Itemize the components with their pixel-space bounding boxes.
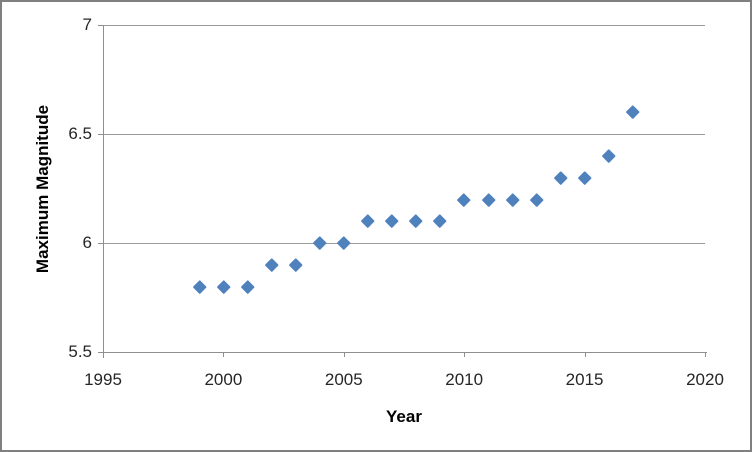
x-axis-tick	[584, 352, 586, 357]
x-axis-tick	[103, 352, 104, 357]
y-tick-label: 5.5	[68, 342, 92, 361]
gridline	[103, 134, 705, 135]
y-axis-line	[103, 25, 104, 358]
gridline	[103, 243, 705, 244]
y-tick-label: 7	[82, 15, 92, 34]
data-point-marker	[361, 214, 375, 228]
x-tick-label: 2015	[565, 370, 604, 389]
data-point-marker	[529, 192, 544, 207]
data-point-marker	[192, 279, 207, 294]
x-axis-tick	[464, 352, 466, 357]
y-axis-tick	[98, 25, 103, 26]
x-tick-label: 2010	[445, 370, 484, 389]
data-point-marker	[457, 192, 471, 207]
data-point-marker	[626, 105, 640, 119]
y-axis-title: Maximum Magnitude	[33, 104, 52, 274]
data-point-marker	[264, 258, 279, 272]
data-point-marker	[553, 170, 568, 185]
data-point-marker	[481, 192, 495, 207]
y-axis-tick	[98, 352, 103, 353]
data-point-marker	[433, 214, 447, 228]
data-point-marker	[216, 279, 231, 294]
x-tick-label: 2005	[324, 370, 363, 389]
data-point-marker	[409, 214, 423, 228]
data-point-marker	[505, 192, 520, 207]
data-point-marker	[577, 170, 592, 185]
x-axis-title: Year	[386, 407, 422, 426]
x-axis-line	[98, 352, 707, 353]
data-point-marker	[288, 258, 303, 272]
gridline	[103, 25, 705, 26]
y-axis-tick	[98, 243, 103, 244]
data-point-marker	[337, 236, 351, 250]
y-tick-label: 6.5	[68, 124, 92, 143]
x-tick-label: 2000	[204, 370, 243, 389]
x-axis-tick	[343, 352, 345, 357]
data-point-marker	[601, 149, 616, 163]
x-tick-label: 2020	[686, 370, 724, 389]
x-tick-label: 1995	[84, 370, 122, 389]
x-axis-tick	[223, 352, 225, 357]
y-tick-label: 6	[82, 233, 92, 252]
y-axis-tick	[98, 134, 103, 135]
data-point-marker	[313, 236, 327, 250]
x-axis-tick	[705, 352, 706, 357]
data-point-marker	[240, 279, 255, 294]
data-point-marker	[385, 214, 399, 228]
